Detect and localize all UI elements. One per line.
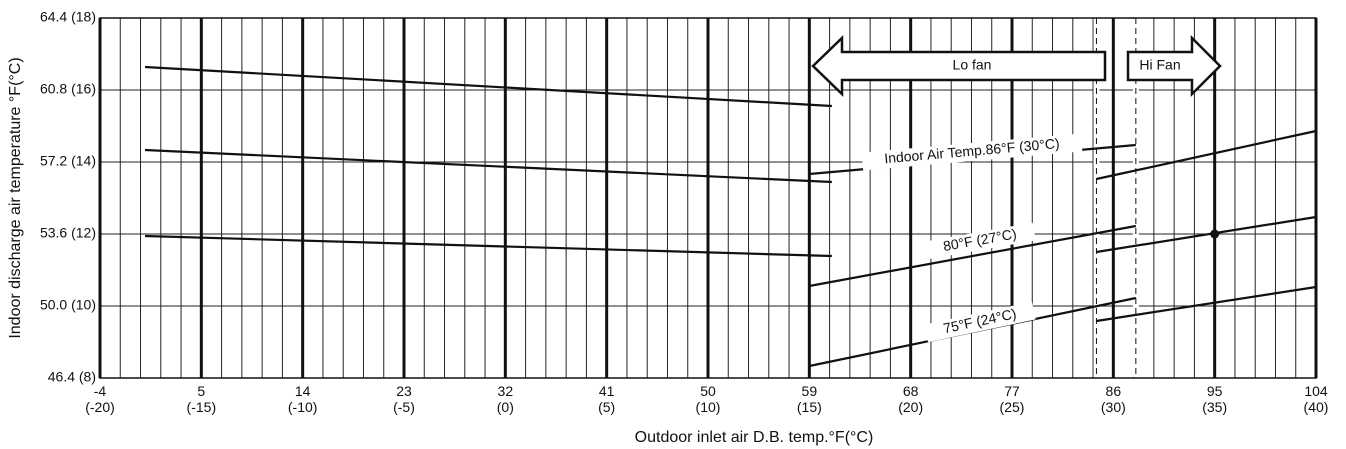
- series-line: [145, 234, 832, 258]
- x-tick-label-line: (-20): [85, 399, 115, 415]
- y-tick-label: 50.0 (10): [40, 297, 96, 313]
- x-tick-label-line: (35): [1202, 399, 1227, 415]
- x-tick-label: 50 (10): [696, 383, 721, 415]
- x-tick-label: 95 (35): [1202, 383, 1227, 415]
- x-tick-label-line: 77: [1004, 383, 1020, 399]
- x-tick-label-line: (-5): [393, 399, 415, 415]
- x-tick-label-line: -4: [94, 383, 107, 399]
- x-tick-label-line: 59: [802, 383, 818, 399]
- point: [1210, 229, 1220, 239]
- x-tick-label-line: (10): [696, 399, 721, 415]
- x-axis-label: Outdoor inlet air D.B. temp.°F(°C): [635, 429, 874, 446]
- plot-border: [99, 17, 1317, 379]
- x-tick-label: 14 (-10): [288, 383, 318, 415]
- x-tick-label: 32 (0): [497, 383, 514, 415]
- x-tick-label-line: 14: [295, 383, 311, 399]
- series-line: [809, 224, 1137, 288]
- x-tick-label: 59 (15): [797, 383, 822, 415]
- x-tick-label: -4 (-20): [85, 383, 115, 415]
- x-tick-label-line: 86: [1106, 383, 1122, 399]
- x-tick-label-line: (-10): [288, 399, 318, 415]
- y-tick-label: 64.4 (18): [40, 9, 96, 25]
- x-tick-label-line: (30): [1101, 399, 1126, 415]
- arrow-label: Lo fan: [953, 57, 992, 73]
- y-tick-label: 57.2 (14): [40, 153, 96, 169]
- y-tick-label: 53.6 (12): [40, 225, 96, 241]
- x-tick-label: 41 (5): [598, 383, 615, 415]
- x-tick-label: 104 (40): [1304, 383, 1329, 415]
- x-tick-label-line: 95: [1207, 383, 1223, 399]
- x-tick-label-line: (5): [598, 399, 615, 415]
- x-tick-label-line: 41: [599, 383, 615, 399]
- annotation-bg: [861, 133, 1083, 171]
- x-tick-label: 5 (-15): [187, 383, 217, 415]
- series-line: [1096, 129, 1317, 181]
- y-tick-label: 60.8 (16): [40, 81, 96, 97]
- x-tick-label: 77 (25): [1000, 383, 1025, 415]
- annotation-bg: [924, 301, 1036, 343]
- arrow-label: Hi Fan: [1139, 57, 1180, 73]
- x-tick-label-line: 5: [197, 383, 205, 399]
- arrow: [1126, 34, 1222, 98]
- x-tick-label-line: (40): [1304, 399, 1329, 415]
- x-tick-label-line: (25): [1000, 399, 1025, 415]
- y-tick-label: 46.4 (8): [48, 369, 96, 385]
- x-tick-label: 68 (20): [898, 383, 923, 415]
- x-tick-label-line: (20): [898, 399, 923, 415]
- x-tick-label-line: 50: [700, 383, 716, 399]
- annotation-bg: [924, 222, 1036, 260]
- x-tick-label-line: 32: [498, 383, 514, 399]
- x-tick-label-line: (15): [797, 399, 822, 415]
- x-tick-label-line: 23: [396, 383, 412, 399]
- series-line: [1096, 215, 1317, 254]
- x-tick-label: 86 (30): [1101, 383, 1126, 415]
- y-axis-label: Indoor discharge air temperature °F(°C): [7, 57, 24, 338]
- arrow: [811, 35, 1107, 97]
- x-tick-label-line: 104: [1304, 383, 1328, 399]
- x-tick-label-line: 68: [903, 383, 919, 399]
- series-line: [144, 148, 832, 184]
- series-line: [1096, 285, 1317, 323]
- x-tick-label: 23 (-5): [393, 383, 415, 415]
- x-tick-label-line: (0): [497, 399, 514, 415]
- series-line: [144, 65, 832, 108]
- x-tick-label-line: (-15): [187, 399, 217, 415]
